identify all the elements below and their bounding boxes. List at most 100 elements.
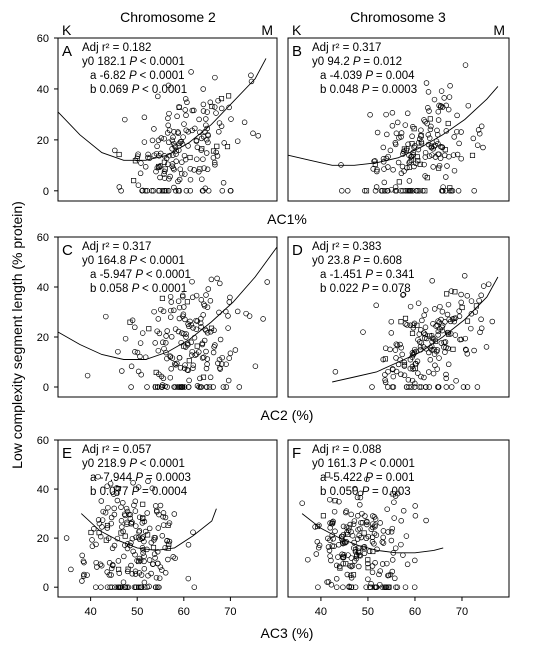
panel-letter: B (292, 43, 302, 60)
data-point (398, 130, 405, 136)
data-point (198, 147, 204, 153)
data-point (398, 319, 404, 325)
data-point (173, 148, 179, 154)
data-point (355, 513, 361, 519)
data-point (454, 112, 460, 119)
data-point (435, 140, 441, 147)
data-point (402, 122, 409, 128)
data-point (155, 525, 162, 531)
data-point (112, 147, 118, 154)
data-point (223, 361, 229, 367)
data-point (130, 548, 136, 555)
data-point (103, 313, 109, 320)
data-point (211, 327, 217, 334)
data-point (141, 553, 147, 559)
data-point (433, 323, 439, 329)
y-tick-label: 40 (37, 484, 49, 496)
data-point (391, 515, 397, 521)
data-point (144, 584, 151, 590)
data-point (166, 541, 172, 547)
data-point (216, 356, 223, 363)
data-point (176, 188, 183, 194)
data-point (167, 374, 174, 381)
data-point (243, 310, 249, 317)
data-point (336, 563, 343, 570)
data-point (435, 384, 441, 390)
data-point (175, 178, 181, 185)
data-point (201, 165, 207, 171)
data-point (393, 584, 399, 590)
data-point (372, 188, 379, 194)
data-point (392, 545, 399, 551)
data-point (427, 357, 434, 363)
data-point (446, 153, 452, 160)
data-point (447, 188, 453, 194)
data-point (374, 166, 380, 173)
data-point (441, 95, 447, 101)
data-point (362, 188, 368, 194)
data-point (204, 304, 211, 310)
data-point (226, 355, 232, 361)
data-point (188, 69, 194, 75)
row1-x-axis-label: AC1% (267, 211, 307, 227)
data-point (445, 120, 451, 127)
data-point (138, 572, 145, 578)
data-point (418, 373, 424, 380)
data-point (99, 524, 105, 530)
data-point (478, 292, 484, 299)
data-point (211, 159, 218, 166)
data-point (398, 371, 404, 378)
data-point (315, 544, 322, 551)
data-point (439, 324, 445, 331)
data-point (373, 584, 379, 590)
data-point (431, 143, 437, 150)
data-point (153, 384, 159, 390)
data-point (409, 141, 415, 147)
data-point (205, 139, 211, 146)
data-point (410, 322, 417, 328)
panel-frame (57, 439, 278, 598)
data-point (198, 297, 205, 303)
data-point (152, 340, 158, 346)
data-point (155, 347, 162, 354)
data-point (458, 129, 464, 135)
data-point (436, 165, 442, 171)
stats-value: 161.3 (327, 458, 356, 470)
data-point (410, 366, 416, 372)
fit-curve (301, 513, 444, 554)
data-point (464, 293, 471, 299)
stats-term: y0 (312, 458, 327, 470)
stats-term: Adj r² = (312, 42, 353, 54)
panel-frame (57, 236, 278, 398)
data-point (124, 541, 131, 547)
data-point (472, 309, 479, 315)
data-point (264, 279, 270, 285)
data-point (385, 153, 391, 160)
stats-term: b (90, 486, 100, 498)
data-point (154, 164, 161, 171)
data-point (412, 346, 418, 353)
data-point (140, 550, 146, 556)
data-point (116, 151, 122, 158)
data-point (434, 127, 440, 134)
stats-value: -4.039 (330, 70, 363, 82)
data-point (226, 104, 232, 111)
data-point (380, 540, 387, 546)
stats-term: b (320, 486, 330, 498)
data-point (423, 346, 429, 352)
data-point (129, 317, 136, 324)
stats-line: Adj r² = 0.057 (82, 444, 151, 456)
data-point (214, 143, 220, 149)
data-point (421, 330, 427, 336)
data-point (165, 115, 171, 122)
data-point (428, 123, 434, 130)
stats-p-label: P (362, 269, 376, 281)
data-point (399, 351, 405, 358)
data-point (361, 550, 368, 557)
data-point (134, 557, 140, 564)
data-point (332, 528, 338, 535)
data-point (176, 315, 183, 322)
data-point (471, 347, 477, 354)
data-point (162, 514, 169, 521)
stats-p-label: P (358, 486, 372, 498)
